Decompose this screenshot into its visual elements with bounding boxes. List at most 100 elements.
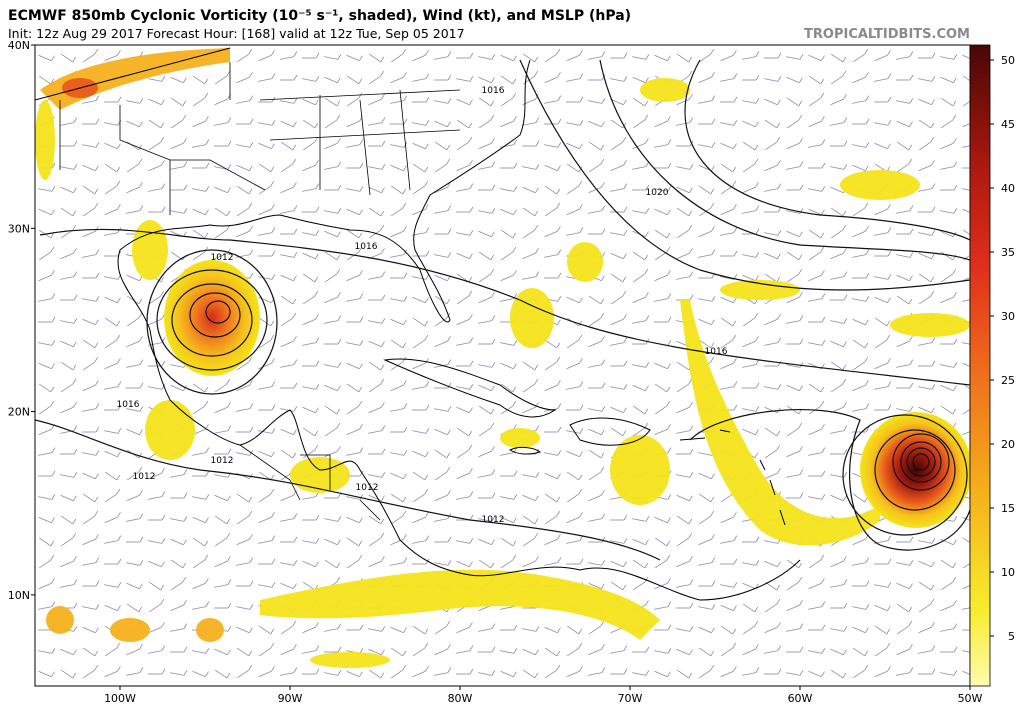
wind-barb [852,53,866,63]
wind-barb-flag [689,164,694,170]
wind-barb [522,494,536,502]
wind-barb [852,254,866,258]
wind-barb [918,581,932,591]
wind-barb-flag [139,560,144,566]
wind-barb-flag [336,562,341,569]
wind-barb [676,648,690,656]
wind-barb [390,254,404,258]
wind-barb [962,277,970,282]
wind-barb-flag [820,232,825,239]
wind-barb-flag [601,429,605,435]
wind-barb-flag [359,186,364,192]
wind-barb [940,142,954,150]
wind-barb [258,163,272,173]
wind-barb-flag [645,208,650,214]
isobar-labels: 1016 1020 1016 1012 1016 1016 1012 1012 … [117,86,728,525]
wind-barb [522,361,536,371]
wind-barb-flag [600,144,605,151]
wind-barb-flag [447,667,452,673]
wind-barb-flag [579,381,584,387]
wind-barb-flag [381,495,385,501]
wind-barb [324,450,338,458]
wind-barb-flag [711,226,715,232]
wind-barb-flag [865,627,869,633]
wind-barb-flag [689,402,693,408]
wind-barb-flag [733,143,737,149]
wind-barb [676,406,690,414]
wind-barb-flag [776,122,781,129]
wind-barb-flag [513,494,518,500]
wind-barb-flag [117,535,122,541]
wind-barb [324,56,338,60]
wind-barb [896,120,910,128]
wind-barb [192,405,206,415]
wind-barb [852,339,866,349]
wind-barb-flag [513,55,517,61]
wind-barb [874,232,888,236]
wind-barb [742,56,756,60]
wind-barb [434,163,448,173]
wind-barb-flag [821,162,826,169]
wind-barb [214,406,228,414]
wind-barb-flag [293,182,297,188]
wind-barb-flag [205,116,209,122]
wind-barb-flag [645,362,650,368]
wind-barb [808,54,822,62]
wind-barb [324,427,338,437]
wind-barb-flag [931,99,935,105]
wind-barb-flag [710,202,715,209]
wind-barb-flag [490,254,495,261]
wind-barb-flag [776,584,781,591]
wind-barb [632,405,646,415]
wind-barb [280,625,294,635]
colorbar-label: 30 [1001,310,1015,323]
wind-barb-flag [403,450,408,456]
wind-barb-flag [755,74,760,81]
wind-barb-flag [644,408,649,415]
wind-barb-flag [887,558,892,565]
wind-barb [786,450,800,458]
wind-barb-flag [271,358,275,364]
wind-barb-flag [645,54,650,60]
wind-barb [434,295,448,305]
wind-barb-flag [909,228,914,235]
wind-barb [676,122,690,126]
wind-barb-flag [425,404,430,411]
wind-barb-flag [359,494,364,500]
wind-barb-flag [51,186,56,192]
wind-barb-flag [601,74,606,81]
wind-barb [236,230,250,238]
wind-barb-flag [270,334,275,341]
wind-barb [830,340,844,348]
wind-barb [478,76,492,84]
wind-barb [104,142,118,150]
wind-barb-flag [337,231,341,237]
wind-barb [434,428,448,436]
wind-barb-flag [931,622,935,628]
wind-barb-flag [358,386,363,393]
wind-barb-flag [644,114,649,121]
wind-barb-flag [689,495,693,501]
wind-barb [808,144,822,148]
wind-barb-flag [754,620,759,627]
wind-barb [500,144,514,148]
wind-barb [610,386,624,390]
wind-barb-flag [117,143,121,149]
wind-barb [324,251,338,261]
wind-barb-flag [557,118,562,125]
wind-barb-flag [931,230,936,236]
wind-barb [786,364,800,368]
wind-barb [654,428,668,436]
wind-barb-flag [688,70,693,77]
wind-barb-flag [51,601,56,607]
wind-barb-flag [359,671,363,677]
wind-barb-flag [601,359,606,365]
wind-barb [962,229,970,236]
wind-barb [346,298,360,302]
wind-barb [896,603,910,613]
wind-barb-flag [865,426,870,433]
isobar-label: 1012 [211,253,234,263]
wind-barb-flag [51,363,55,369]
wind-barb-flag [270,628,275,635]
